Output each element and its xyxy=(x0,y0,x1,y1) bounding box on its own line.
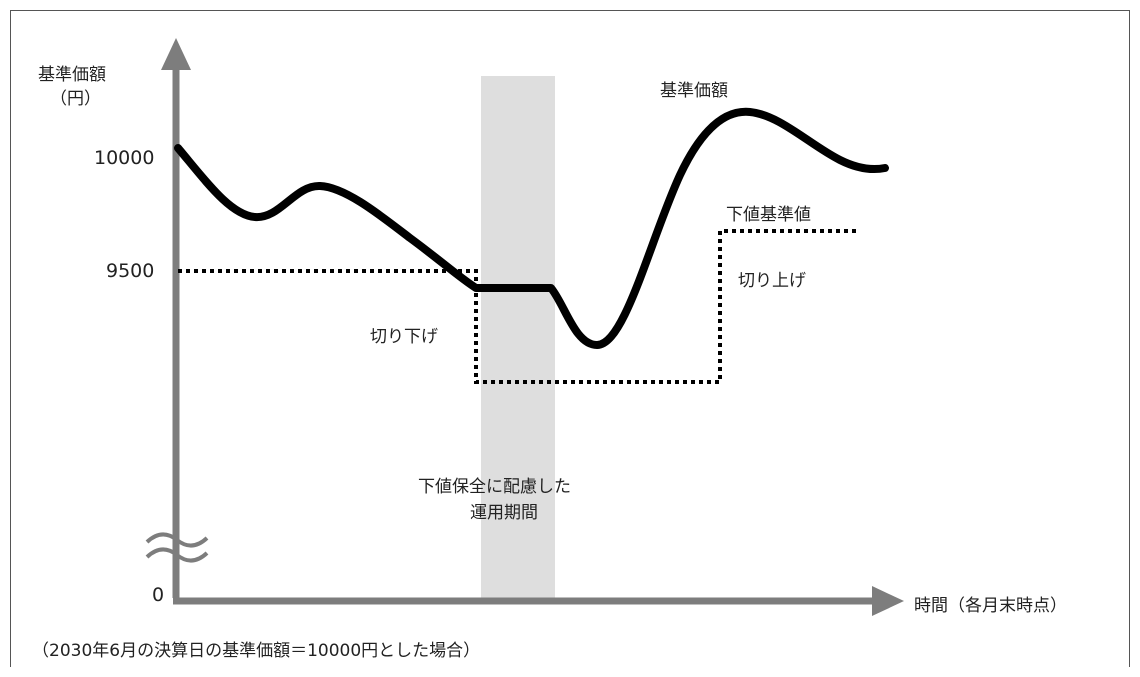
tick-9500: 9500 xyxy=(106,260,155,282)
nav-curve xyxy=(174,107,889,349)
x-axis-title: 時間（各月末時点） xyxy=(914,596,1067,616)
y-axis-arrowhead xyxy=(161,38,191,70)
y-axis-unit: （円） xyxy=(50,89,101,109)
tick-0: 0 xyxy=(152,584,165,606)
period-label-line1: 下値保全に配慮した xyxy=(418,477,571,497)
step-up-label: 切り上げ xyxy=(738,271,806,291)
nav-curve-label: 基準価額 xyxy=(660,81,728,101)
period-label-line2: 運用期間 xyxy=(470,503,538,523)
floor-value-line xyxy=(178,229,860,384)
shaded-period-band xyxy=(481,76,555,598)
step-down-label: 切り下げ xyxy=(370,327,438,347)
axis-break-mark-2 xyxy=(145,547,209,563)
y-axis-title: 基準価額 xyxy=(38,65,106,85)
figure-frame xyxy=(10,10,1130,667)
footnote: （2030年6月の決算日の基準価額＝10000円とした場合） xyxy=(32,641,481,661)
x-axis-arrowhead xyxy=(872,586,904,616)
floor-line-label: 下値基準値 xyxy=(726,205,811,225)
tick-10000: 10000 xyxy=(94,147,155,169)
axis-break-mark xyxy=(145,532,209,548)
